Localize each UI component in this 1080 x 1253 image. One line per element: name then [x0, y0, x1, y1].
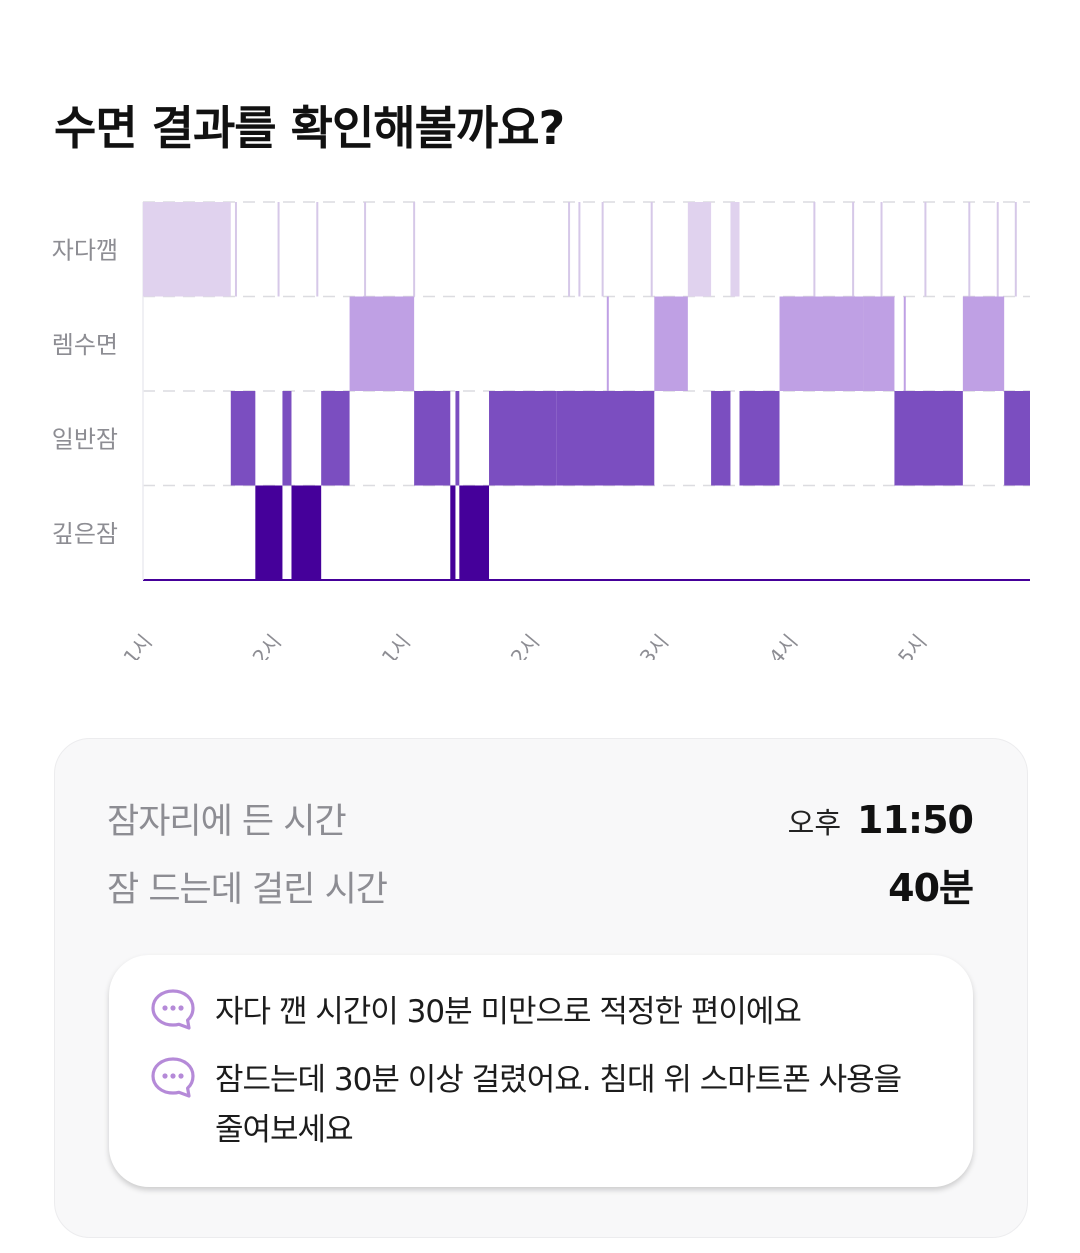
stage-segment [711, 391, 731, 486]
stage-segment [730, 202, 740, 297]
stage-segment [455, 391, 460, 486]
stage-segment [654, 296, 688, 391]
stage-segment [894, 391, 963, 486]
stage-label: 렘수면 [52, 331, 118, 359]
stage-segment [349, 296, 415, 391]
stage-segment [739, 391, 780, 486]
x-tick-label: 12시 [239, 630, 286, 660]
latency-label: 잠 드는데 걸린 시간 [107, 870, 388, 910]
stage-segment [863, 296, 895, 391]
stage-segment [282, 391, 292, 486]
stage-segment [556, 391, 655, 486]
stage-label: 깊은잠 [52, 520, 118, 548]
tip-text: 자다 깬 시간이 30분 미만으로 적정한 편이에요 [215, 994, 802, 1030]
stage-segment [230, 391, 256, 486]
x-tick-label: 1시 [377, 630, 415, 660]
stage-segment [489, 391, 557, 486]
tip-item: 잠드는데 30분 이상 걸렸어요. 침대 위 스마트폰 사용을 줄여보세요 [149, 1055, 905, 1155]
x-tick-label: 5시 [893, 630, 931, 660]
page-title: 수면 결과를 확인해볼까요? [54, 101, 565, 155]
latency-value: 40분 [888, 866, 974, 910]
tip-text: 잠드는데 30분 이상 걸렸어요. 침대 위 스마트폰 사용을 줄여보세요 [215, 1062, 902, 1148]
x-tick-label: 2시 [506, 630, 544, 660]
latency-row: 잠 드는데 걸린 시간 40분 [107, 857, 974, 912]
stage-segment [414, 391, 451, 486]
stage-segment [450, 485, 456, 580]
bedtime-label: 잠자리에 든 시간 [107, 802, 347, 842]
stage-segment [459, 485, 490, 580]
x-tick-label: 3시 [635, 630, 673, 660]
bedtime-value: 11:50 [857, 798, 974, 842]
stage-segment [779, 296, 864, 391]
bedtime-ampm: 오후 [787, 806, 842, 840]
chat-bubble-icon [151, 1057, 195, 1098]
bedtime-value-group: 오후 11:50 [787, 798, 974, 842]
stage-segment [255, 485, 283, 580]
stage-label: 일반잠 [52, 425, 118, 453]
stage-segment [962, 296, 1005, 391]
stage-segment [291, 485, 322, 580]
tip-item: 자다 깬 시간이 30분 미만으로 적정한 편이에요 [149, 987, 905, 1037]
stage-label: 자다깸 [52, 236, 118, 264]
stage-segment [321, 391, 350, 486]
x-tick-label: 11시 [110, 630, 157, 660]
stage-segment [687, 202, 712, 297]
stage-segment [1004, 391, 1030, 486]
summary-card: 잠자리에 든 시간 오후 11:50 잠 드는데 걸린 시간 40분 자다 깬 … [54, 738, 1028, 1238]
bedtime-row: 잠자리에 든 시간 오후 11:50 [107, 793, 974, 844]
chat-bubble-icon [151, 989, 195, 1030]
tips-box: 자다 깬 시간이 30분 미만으로 적정한 편이에요 잠드는데 30분 이상 걸… [109, 955, 973, 1187]
stage-segment [143, 202, 231, 297]
x-tick-label: 4시 [764, 630, 802, 660]
